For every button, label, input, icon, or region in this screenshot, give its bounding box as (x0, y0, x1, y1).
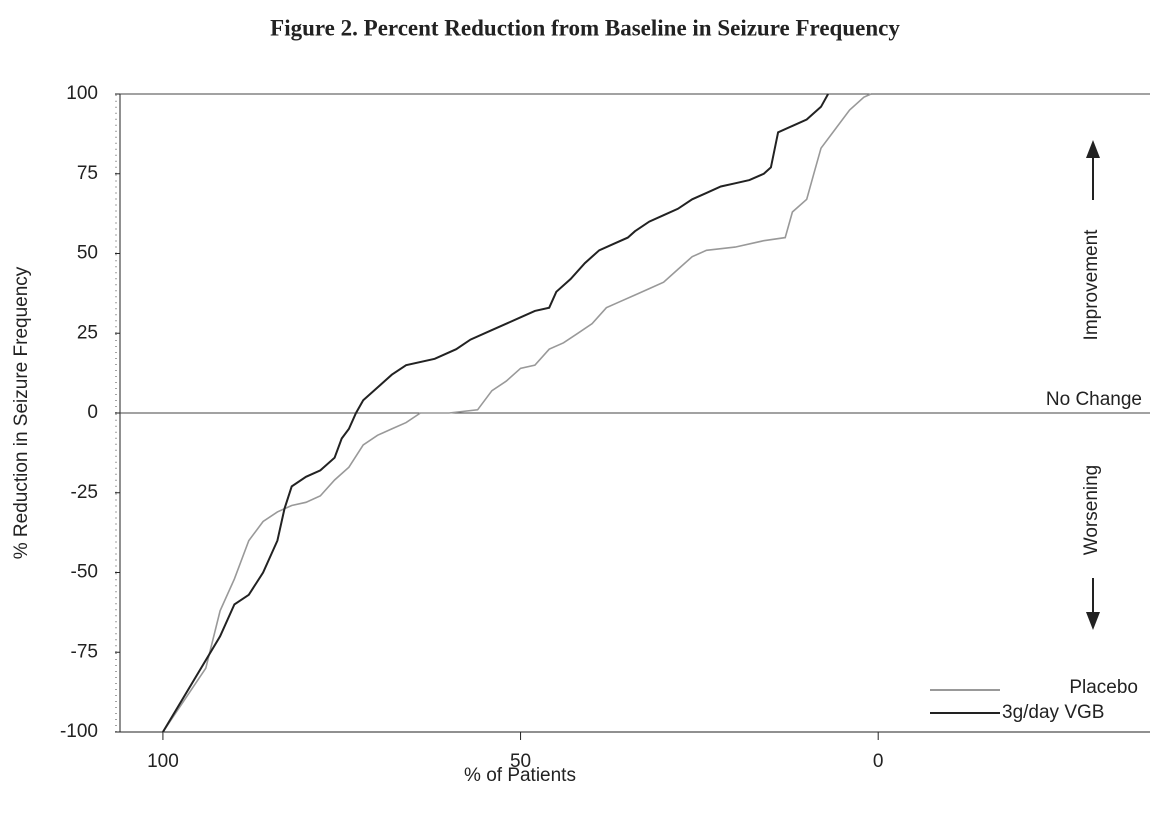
improvement-label: Improvement (1081, 229, 1102, 341)
legend-label: 3g/day VGB (1002, 702, 1104, 723)
x-axis-label: % of Patients (464, 765, 576, 786)
arrow-up-head (1086, 140, 1100, 158)
x-tick-label: 50 (510, 751, 531, 772)
y-tick-label: -75 (71, 641, 98, 662)
y-axis-label: % Reduction in Seizure Frequency (11, 266, 32, 559)
y-tick-label: 0 (87, 402, 98, 423)
worsening-label: Worsening (1081, 465, 1102, 555)
series-line (162, 93, 872, 733)
y-tick-label: -25 (71, 482, 98, 503)
x-tick-label: 100 (147, 751, 179, 772)
chart-title: Figure 2. Percent Reduction from Baselin… (270, 15, 900, 40)
y-tick-label: 25 (77, 322, 98, 343)
y-tick-label: 75 (77, 163, 98, 184)
arrow-down-head (1086, 612, 1100, 630)
y-tick-label: 50 (77, 243, 98, 264)
no-change-label: No Change (1046, 389, 1142, 410)
y-tick-label: -50 (71, 562, 98, 583)
legend-label: Placebo (1069, 677, 1138, 698)
x-tick-label: 0 (873, 751, 884, 772)
y-tick-label: -100 (60, 721, 98, 742)
y-tick-label: 100 (66, 83, 98, 104)
series-line (162, 93, 829, 733)
